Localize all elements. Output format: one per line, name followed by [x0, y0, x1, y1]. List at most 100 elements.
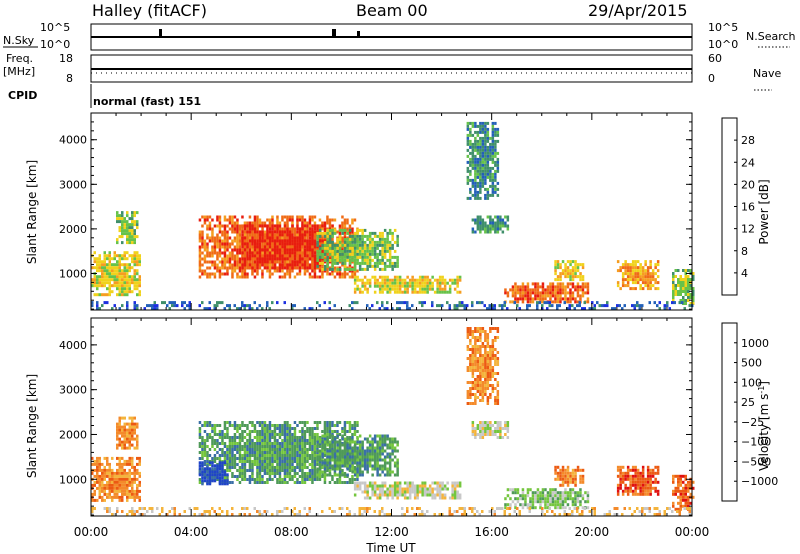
power-cell	[128, 275, 131, 279]
power-cell	[491, 190, 495, 194]
power-cell	[499, 224, 502, 228]
power-cell	[96, 304, 99, 308]
power-cell	[479, 154, 482, 158]
power-cell	[569, 297, 572, 301]
velocity-cell	[116, 474, 119, 478]
power-cell	[321, 246, 324, 250]
velocity-cell	[238, 460, 242, 463]
power-cell	[251, 242, 254, 246]
power-cell	[341, 231, 344, 235]
power-cell	[486, 227, 490, 231]
power-cell	[679, 281, 682, 284]
power-cell	[223, 257, 227, 261]
velocity-cell	[306, 475, 309, 478]
velocity-cell	[221, 448, 224, 451]
power-cell	[283, 242, 287, 246]
velocity-cell	[223, 421, 227, 424]
power-cell	[489, 166, 492, 170]
power-cell	[544, 294, 547, 298]
power-cell	[311, 254, 314, 258]
power-cell	[306, 221, 309, 225]
power-cell	[131, 211, 134, 215]
power-cell	[541, 297, 545, 301]
power-cell	[153, 307, 156, 311]
power-cell	[556, 285, 560, 289]
power-cell	[476, 221, 480, 225]
power-cell	[378, 284, 382, 288]
power-cell	[491, 227, 495, 231]
power-cell	[103, 278, 106, 282]
velocity-cell	[343, 449, 347, 453]
power-cell	[566, 266, 570, 270]
power-cell	[644, 275, 647, 279]
power-cell	[363, 249, 367, 253]
power-cell	[343, 255, 347, 259]
power-cell	[208, 215, 212, 219]
velocity-cell	[116, 471, 119, 475]
power-cell	[481, 172, 485, 176]
power-cell	[126, 293, 129, 297]
power-cell	[261, 257, 264, 261]
power-cell	[366, 304, 369, 308]
power-cell	[131, 232, 134, 236]
power-cell	[474, 181, 477, 185]
power-cell	[636, 272, 640, 276]
velocity-cell	[116, 425, 119, 429]
velocity-cell	[258, 457, 262, 460]
velocity-cell	[318, 445, 322, 448]
power-cell	[386, 278, 389, 282]
power-cell	[103, 301, 106, 305]
power-cell	[241, 260, 244, 264]
velocity-cell	[118, 419, 121, 423]
power-cell	[228, 257, 232, 261]
power-cell	[566, 260, 570, 264]
power-cell	[421, 278, 424, 282]
power-cell	[569, 263, 572, 267]
velocity-cell	[251, 454, 254, 457]
power-cell	[111, 266, 114, 270]
power-cell	[371, 240, 374, 244]
power-cell	[133, 211, 136, 215]
velocity-cell	[296, 439, 299, 442]
power-cell	[126, 257, 129, 261]
velocity-cell	[258, 466, 262, 469]
power-cell	[474, 145, 477, 149]
velocity-cell	[313, 427, 317, 430]
velocity-cell	[98, 489, 101, 493]
power-cell	[308, 251, 312, 255]
velocity-cell	[283, 469, 287, 472]
velocity-cell	[236, 469, 239, 472]
velocity-cell	[116, 480, 119, 484]
power-cell	[393, 287, 397, 291]
velocity-cell	[251, 424, 254, 427]
velocity-cell	[286, 448, 289, 451]
power-cell	[138, 254, 141, 258]
power-cell	[248, 221, 252, 225]
power-cell	[263, 242, 267, 246]
velocity-cell	[303, 439, 307, 442]
power-cell	[276, 251, 279, 255]
power-cell	[291, 260, 294, 264]
velocity-cell	[343, 421, 347, 424]
power-cell	[298, 248, 302, 252]
velocity-cell	[266, 466, 269, 469]
power-cell	[243, 260, 247, 264]
power-cell	[103, 275, 106, 279]
power-cell	[206, 224, 209, 228]
power-cell	[496, 127, 500, 131]
power-cell	[91, 278, 94, 282]
power-cell	[346, 218, 349, 222]
power-cell	[441, 278, 444, 282]
velocity-cell	[226, 473, 229, 477]
power-cell	[376, 281, 379, 285]
velocity-cell	[286, 430, 289, 433]
power-cell	[261, 275, 264, 279]
power-cell	[313, 260, 317, 264]
power-cell	[511, 294, 515, 298]
power-cell	[476, 142, 480, 146]
power-cell	[281, 236, 284, 240]
velocity-cell	[331, 464, 334, 468]
velocity-cell	[306, 451, 309, 454]
power-cell	[386, 264, 389, 268]
power-cell	[251, 221, 254, 225]
